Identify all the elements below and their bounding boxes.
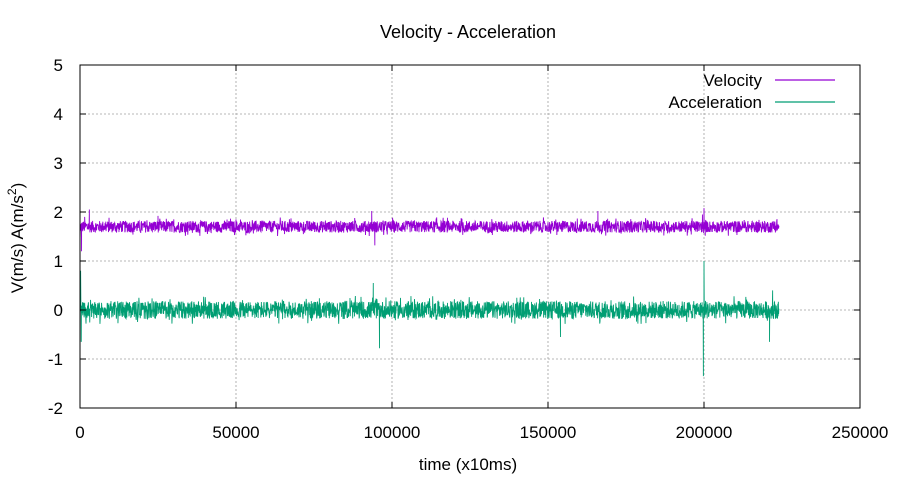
y-tick-label: 5 [54, 56, 63, 75]
y-axis-label-close: ) [8, 183, 27, 189]
x-axis-label: time (x10ms) [419, 455, 517, 474]
ticks: 0 50000 100000 150000 200000 250000 -2 -1 0 1 2 3 4 5 [48, 56, 888, 442]
y-tick-label: 1 [54, 252, 63, 271]
series-line-acceleration [80, 260, 780, 377]
legend-label-velocity: Velocity [703, 71, 762, 90]
legend-label-acceleration: Acceleration [668, 93, 762, 112]
y-tick-label: 0 [54, 301, 63, 320]
series-line-velocity [79, 208, 780, 252]
x-tick-label: 0 [75, 423, 84, 442]
x-tick-label: 100000 [364, 423, 421, 442]
x-tick-label: 150000 [520, 423, 577, 442]
y-tick-label: 3 [54, 154, 63, 173]
y-axis-label: V(m/s) A(m/s2) [5, 183, 27, 294]
x-tick-label: 200000 [676, 423, 733, 442]
series-layer [79, 208, 780, 377]
y-tick-label: 2 [54, 203, 63, 222]
legend: Velocity Acceleration [668, 71, 835, 112]
plot-frame [79, 64, 861, 409]
x-tick-label: 50000 [212, 423, 259, 442]
y-axis-label-sup: 2 [5, 188, 19, 195]
chart-title: Velocity - Acceleration [380, 22, 556, 42]
x-tick-label: 250000 [832, 423, 889, 442]
y-tick-label: -2 [48, 399, 63, 418]
grid [80, 65, 860, 408]
y-tick-label: 4 [54, 105, 63, 124]
y-axis-label-main: V(m/s) A(m/s [8, 195, 27, 293]
y-tick-label: -1 [48, 350, 63, 369]
